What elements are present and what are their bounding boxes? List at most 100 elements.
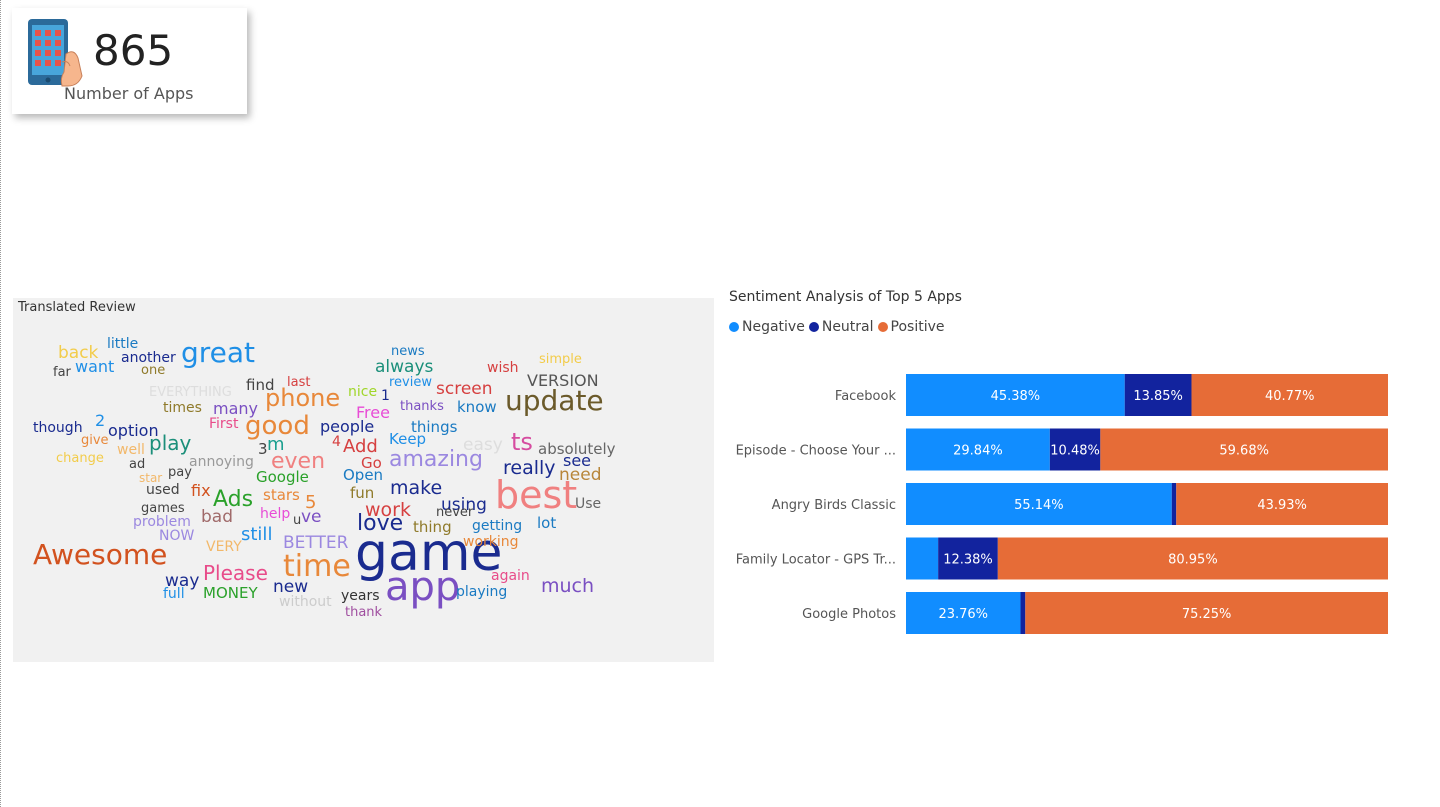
wordcloud-word[interactable]: best bbox=[495, 473, 577, 517]
bar-segment-neutral[interactable] bbox=[1020, 592, 1026, 634]
wordcloud-word[interactable]: fun bbox=[350, 484, 374, 502]
wordcloud-word[interactable]: work bbox=[365, 499, 411, 521]
wordcloud-word[interactable]: give bbox=[81, 433, 109, 448]
wordcloud-word[interactable]: ad bbox=[129, 457, 145, 472]
wordcloud-word[interactable]: things bbox=[411, 418, 458, 436]
wordcloud-word[interactable]: pay bbox=[168, 465, 192, 480]
wordcloud-word[interactable]: update bbox=[505, 384, 604, 417]
wordcloud-word[interactable]: Keep bbox=[389, 430, 426, 448]
wordcloud-word[interactable]: one bbox=[141, 363, 165, 378]
wordcloud-word[interactable]: far bbox=[53, 365, 72, 380]
bar-segment-positive[interactable] bbox=[1191, 374, 1388, 416]
wordcloud-word[interactable]: make bbox=[390, 477, 442, 499]
wordcloud-word[interactable]: bad bbox=[201, 507, 233, 527]
wordcloud-word[interactable]: thank bbox=[345, 605, 383, 620]
wordcloud-word[interactable]: Free bbox=[356, 403, 390, 422]
wordcloud-word[interactable]: EVERYTHING bbox=[149, 385, 232, 400]
wordcloud-word[interactable]: play bbox=[149, 431, 192, 455]
wordcloud-word[interactable]: games bbox=[141, 501, 185, 516]
wordcloud-word[interactable]: Google bbox=[256, 468, 309, 486]
wordcloud-word[interactable]: really bbox=[503, 457, 556, 479]
bar-segment-positive[interactable] bbox=[1176, 483, 1388, 525]
sentiment-bar-chart[interactable]: Facebook 45.38% 13.85% 40.77% Episode - Choo… bbox=[720, 360, 1410, 650]
wordcloud-word[interactable]: full bbox=[163, 586, 185, 602]
wordcloud-word[interactable]: never bbox=[436, 505, 474, 520]
wordcloud-word[interactable]: problem bbox=[133, 514, 191, 530]
bar-segment-neutral[interactable] bbox=[1049, 428, 1101, 471]
wordcloud-word[interactable]: getting bbox=[472, 518, 522, 534]
wordcloud-word[interactable]: ts bbox=[511, 428, 533, 456]
wordcloud-word[interactable]: 1 bbox=[381, 388, 390, 404]
kpi-card[interactable]: 865 Number of Apps bbox=[12, 8, 247, 114]
legend-item-negative[interactable]: Negative bbox=[729, 319, 805, 335]
wordcloud-word[interactable]: 4 bbox=[332, 434, 341, 450]
wordcloud-word[interactable]: another bbox=[121, 350, 176, 366]
legend-item-positive[interactable]: Positive bbox=[877, 319, 945, 335]
wordcloud-word[interactable]: used bbox=[146, 482, 180, 498]
wordcloud-word[interactable]: fix bbox=[191, 481, 211, 500]
wordcloud-word[interactable]: Awesome bbox=[33, 538, 167, 571]
wordcloud-word[interactable]: First bbox=[209, 416, 239, 432]
bar-segment-positive[interactable] bbox=[997, 537, 1388, 580]
wordcloud-word[interactable]: 3 bbox=[258, 440, 268, 458]
wordcloud-word[interactable]: VERY bbox=[206, 539, 242, 555]
wordcloud-word[interactable]: love bbox=[357, 511, 403, 536]
wordcloud-word[interactable]: much bbox=[541, 575, 594, 597]
wordcloud-word[interactable]: m bbox=[267, 434, 285, 455]
bar-segment-neutral[interactable] bbox=[938, 537, 998, 580]
wordcloud-word[interactable]: last bbox=[287, 375, 310, 390]
wordcloud-word[interactable]: screen bbox=[436, 379, 493, 399]
wordcloud-word[interactable]: game bbox=[355, 523, 503, 583]
wordcloud-word[interactable]: BETTER bbox=[283, 533, 349, 553]
wordcloud-word[interactable]: way bbox=[165, 571, 199, 591]
wordcloud-word[interactable]: working bbox=[463, 534, 519, 550]
wordcloud-word[interactable]: Use bbox=[575, 496, 601, 512]
wordcloud-word[interactable]: review bbox=[389, 375, 432, 390]
wordcloud-word[interactable]: Open bbox=[343, 466, 383, 484]
wordcloud-word[interactable]: using bbox=[441, 495, 487, 515]
wordcloud-word[interactable]: annoying bbox=[189, 454, 254, 470]
bar-segment-neutral[interactable] bbox=[1171, 483, 1177, 525]
wordcloud-word[interactable]: always bbox=[375, 357, 434, 377]
wordcloud-word[interactable]: Please bbox=[203, 561, 268, 585]
wordcloud-word[interactable]: time bbox=[283, 549, 351, 584]
wordcloud-word[interactable]: people bbox=[320, 417, 374, 436]
wordcloud-word[interactable]: absolutely bbox=[538, 440, 616, 458]
wordcloud-word[interactable]: still bbox=[241, 524, 272, 545]
wordcloud-word[interactable]: thing bbox=[413, 518, 452, 536]
wordcloud-word[interactable]: NOW bbox=[159, 528, 194, 544]
wordcloud-word[interactable]: change bbox=[56, 451, 104, 466]
bar-segment-negative[interactable] bbox=[906, 374, 1125, 416]
wordcloud-word[interactable]: nice bbox=[348, 384, 377, 400]
wordcloud-word[interactable]: years bbox=[341, 588, 380, 604]
wordcloud-word[interactable]: lot bbox=[537, 514, 556, 532]
wordcloud-word[interactable]: phone bbox=[265, 384, 340, 412]
wordcloud-word[interactable]: app bbox=[385, 564, 460, 610]
wordcloud-word[interactable]: wish bbox=[487, 360, 519, 376]
bar-segment-neutral[interactable] bbox=[1124, 374, 1192, 416]
wordcloud-word[interactable]: stars bbox=[263, 486, 300, 504]
wordcloud-word[interactable]: VERSION bbox=[527, 371, 599, 390]
wordcloud-word[interactable]: well bbox=[117, 442, 145, 458]
wordcloud-word[interactable]: many bbox=[213, 399, 258, 418]
wordcloud-word[interactable]: Ads bbox=[213, 487, 253, 512]
wordcloud-word[interactable]: without bbox=[279, 594, 332, 610]
legend-item-neutral[interactable]: Neutral bbox=[808, 319, 874, 335]
wordcloud-word[interactable]: find bbox=[246, 376, 274, 394]
wordcloud-word[interactable]: news bbox=[391, 344, 425, 359]
bar-segment-positive[interactable] bbox=[1100, 428, 1388, 471]
wordcloud-word[interactable]: need bbox=[559, 465, 601, 485]
wordcloud-word[interactable]: know bbox=[457, 398, 497, 416]
wordcloud-word[interactable]: 5 bbox=[305, 492, 316, 513]
wordcloud-word[interactable]: see bbox=[563, 451, 591, 470]
wordcloud-word[interactable]: simple bbox=[539, 352, 582, 367]
wordcloud-word[interactable]: new bbox=[273, 577, 308, 597]
wordcloud-word[interactable]: back bbox=[58, 343, 99, 363]
wordcloud-word[interactable]: u bbox=[293, 513, 301, 528]
wordcloud-word[interactable]: easy bbox=[463, 435, 503, 455]
wordcloud-word[interactable]: playing bbox=[456, 584, 507, 600]
bar-segment-negative[interactable] bbox=[906, 428, 1050, 471]
wordcloud-word[interactable]: good bbox=[245, 411, 310, 441]
wordcloud-word[interactable]: Go bbox=[361, 454, 382, 472]
